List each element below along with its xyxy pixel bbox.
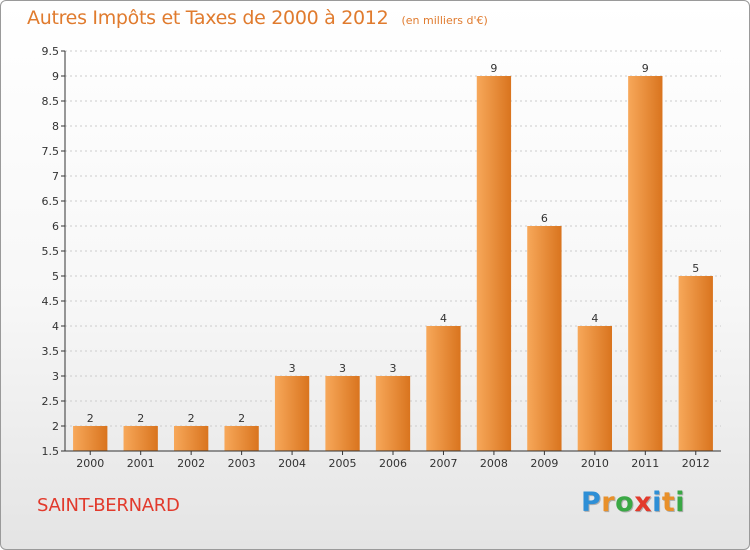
- bar: [173, 426, 209, 451]
- bar: [577, 326, 613, 451]
- logo-letter: o: [615, 487, 635, 518]
- bar-value-label: 3: [390, 362, 397, 375]
- bar-value-label: 2: [137, 412, 144, 425]
- x-tick-label: 2006: [379, 457, 407, 470]
- y-tick-label: 3.5: [42, 345, 60, 358]
- y-tick-label: 5: [52, 270, 59, 283]
- bar: [224, 426, 259, 451]
- x-tick-label: 2001: [127, 457, 155, 470]
- y-tick-label: 2.5: [42, 395, 60, 408]
- x-tick-label: 2000: [76, 457, 104, 470]
- x-tick-label: 2007: [429, 457, 457, 470]
- bar-value-label: 4: [440, 312, 447, 325]
- logo-letter: i: [652, 487, 662, 518]
- bar-value-label: 9: [490, 62, 497, 75]
- y-tick-label: 5.5: [42, 245, 60, 258]
- y-tick-label: 1.5: [42, 445, 60, 458]
- x-tick-label: 2008: [480, 457, 508, 470]
- y-tick-label: 2: [52, 420, 59, 433]
- bar-value-label: 4: [591, 312, 598, 325]
- bar-value-label: 2: [87, 412, 94, 425]
- x-tick-label: 2002: [177, 457, 205, 470]
- x-tick-label: 2005: [329, 457, 357, 470]
- logo-letter: i: [675, 487, 686, 518]
- bar-value-label: 2: [238, 412, 245, 425]
- y-tick-label: 6: [52, 220, 59, 233]
- chart-title: Autres Impôts et Taxes de 2000 à 2012: [27, 7, 389, 29]
- y-tick-label: 6.5: [42, 195, 60, 208]
- bar: [123, 426, 158, 451]
- y-tick-label: 7.5: [42, 145, 60, 158]
- y-tick-label: 9: [52, 70, 59, 83]
- bar: [527, 226, 562, 451]
- bar: [375, 376, 411, 451]
- y-tick-label: 8: [52, 120, 59, 133]
- y-tick-label: 3: [52, 370, 59, 383]
- bar-value-label: 3: [289, 362, 296, 375]
- bar-value-label: 2: [188, 412, 195, 425]
- y-tick-label: 8.5: [42, 95, 60, 108]
- x-tick-label: 2004: [278, 457, 306, 470]
- bar: [628, 76, 663, 451]
- x-tick-label: 2010: [581, 457, 609, 470]
- y-tick-label: 4.5: [42, 295, 60, 308]
- y-tick-label: 9.5: [42, 45, 60, 58]
- x-tick-label: 2009: [530, 457, 558, 470]
- chart-subtitle: (en milliers d'€): [401, 14, 488, 27]
- bar: [274, 376, 310, 451]
- logo-letter: x: [634, 487, 653, 518]
- x-tick-label: 2012: [682, 457, 710, 470]
- bar-value-label: 6: [541, 212, 548, 225]
- commune-name: SAINT-BERNARD: [37, 495, 180, 516]
- x-tick-label: 2011: [631, 457, 659, 470]
- bar: [426, 326, 461, 451]
- y-tick-label: 7: [52, 170, 59, 183]
- logo-letter: r: [601, 487, 616, 518]
- bar-value-label: 9: [642, 62, 649, 75]
- bar-value-label: 5: [692, 262, 699, 275]
- bar: [476, 76, 512, 451]
- x-tick-label: 2003: [228, 457, 256, 470]
- bar: [325, 376, 360, 451]
- proxiti-logo: Proxiti: [581, 487, 685, 518]
- chart-heading: Autres Impôts et Taxes de 2000 à 2012 (e…: [27, 7, 488, 29]
- bar: [73, 426, 108, 451]
- bar-value-label: 3: [339, 362, 346, 375]
- logo-letter: P: [581, 487, 602, 518]
- y-tick-label: 4: [52, 320, 59, 333]
- logo-letter: t: [661, 487, 676, 518]
- bar: [678, 276, 713, 451]
